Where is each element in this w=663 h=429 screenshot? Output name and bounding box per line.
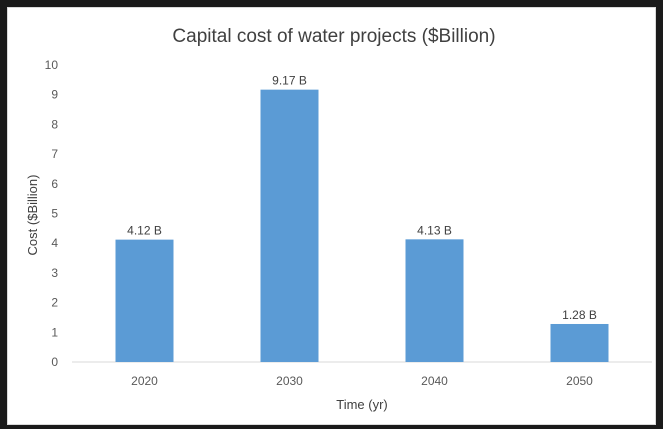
x-tick-label-2020: 2020 xyxy=(131,374,158,388)
y-axis-ticks: 0 1 2 3 4 5 6 7 8 9 10 xyxy=(45,58,59,369)
y-tick-label: 10 xyxy=(45,58,59,72)
data-labels: 4.12 B 9.17 B 4.13 B 1.28 B xyxy=(127,74,597,322)
x-tick-label-2030: 2030 xyxy=(276,374,303,388)
x-axis-title: Time (yr) xyxy=(336,397,388,412)
y-axis-title: Cost ($Billion) xyxy=(25,175,40,256)
y-tick-label: 6 xyxy=(51,177,58,191)
x-tick-label-2050: 2050 xyxy=(566,374,593,388)
y-tick-label: 2 xyxy=(51,296,58,310)
y-tick-label: 3 xyxy=(51,266,58,280)
bar-2040 xyxy=(405,239,464,362)
data-label-2050: 1.28 B xyxy=(562,308,597,322)
data-label-2020: 4.12 B xyxy=(127,224,162,238)
y-tick-label: 5 xyxy=(51,207,58,221)
x-axis-ticks: 2020 2030 2040 2050 xyxy=(131,374,593,388)
y-tick-label: 0 xyxy=(51,355,58,369)
bars xyxy=(115,89,609,362)
chart-frame xyxy=(7,7,656,425)
y-tick-label: 7 xyxy=(51,147,58,161)
y-tick-label: 8 xyxy=(51,117,58,131)
bar-2030 xyxy=(260,89,319,362)
x-tick-label-2040: 2040 xyxy=(421,374,448,388)
y-tick-label: 9 xyxy=(51,88,58,102)
data-label-2030: 9.17 B xyxy=(272,74,307,88)
bar-2050 xyxy=(550,323,609,362)
chart-title: Capital cost of water projects ($Billion… xyxy=(172,26,495,47)
y-tick-label: 4 xyxy=(51,236,58,250)
bar-2020 xyxy=(115,239,174,362)
y-tick-label: 1 xyxy=(51,325,58,339)
data-label-2040: 4.13 B xyxy=(417,223,452,237)
